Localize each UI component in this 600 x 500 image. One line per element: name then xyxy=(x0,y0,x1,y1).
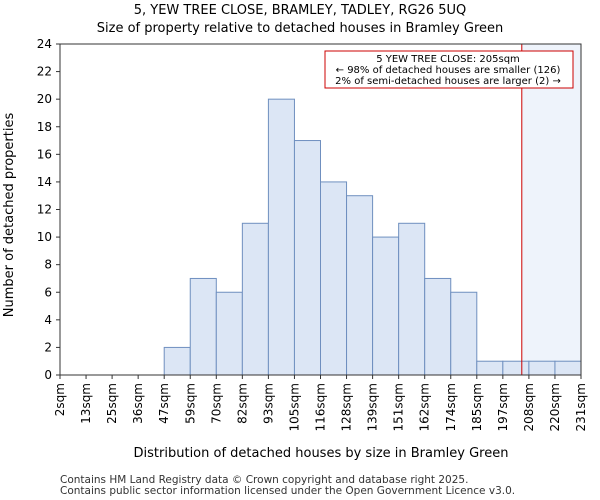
x-tick-label: 105sqm xyxy=(287,383,301,431)
x-tick-label: 185sqm xyxy=(470,383,484,431)
y-tick-label: 4 xyxy=(44,313,52,327)
bar xyxy=(424,277,452,376)
y-tick-label: 14 xyxy=(37,175,52,189)
x-tick-label: 36sqm xyxy=(131,383,145,424)
bar xyxy=(241,222,269,376)
bar xyxy=(215,291,243,376)
highlight-region-layer xyxy=(521,44,581,375)
y-tick-label: 24 xyxy=(37,37,52,51)
bar xyxy=(372,236,400,376)
x-tick-label: 208sqm xyxy=(522,383,536,431)
x-tick-label: 151sqm xyxy=(392,383,406,431)
y-tick-label: 2 xyxy=(44,340,52,354)
bars-layer xyxy=(163,98,582,376)
x-tick-label: 197sqm xyxy=(496,383,510,431)
x-tick-label: 128sqm xyxy=(340,383,354,431)
footer-line-2: Contains public sector information licen… xyxy=(60,485,515,497)
x-tick-label: 70sqm xyxy=(209,383,223,424)
y-tick-label: 18 xyxy=(37,120,52,134)
bar xyxy=(267,98,295,376)
chart-subtitle: Size of property relative to detached ho… xyxy=(97,21,504,36)
bar xyxy=(502,360,530,376)
bar xyxy=(554,360,582,376)
y-tick-label: 0 xyxy=(44,368,52,382)
annotation-line-2: ← 98% of detached houses are smaller (12… xyxy=(336,65,561,76)
annotation-line-1: 5 YEW TREE CLOSE: 205sqm xyxy=(376,54,520,65)
x-tick-label: 59sqm xyxy=(183,383,197,424)
y-tick-label: 10 xyxy=(37,230,52,244)
x-tick-label: 93sqm xyxy=(261,383,275,424)
y-tick-label: 22 xyxy=(37,65,52,79)
x-tick-label: 231sqm xyxy=(574,383,588,431)
bar xyxy=(189,277,217,376)
x-tick-label: 47sqm xyxy=(157,383,171,424)
x-tick-label: 116sqm xyxy=(314,383,328,431)
bar xyxy=(476,360,504,376)
x-tick-label: 2sqm xyxy=(53,383,67,416)
bar xyxy=(528,360,556,376)
bar xyxy=(163,346,191,376)
highlight-region xyxy=(521,44,581,375)
x-tick-label: 25sqm xyxy=(105,383,119,424)
y-tick-label: 12 xyxy=(37,203,52,217)
y-axis-label: Number of detached properties xyxy=(2,113,17,318)
chart-title: 5, YEW TREE CLOSE, BRAMLEY, TADLEY, RG26… xyxy=(134,3,467,18)
x-tick-label: 139sqm xyxy=(366,383,380,431)
bar xyxy=(398,222,426,376)
x-axis-label: Distribution of detached houses by size … xyxy=(134,446,509,461)
y-tick-label: 6 xyxy=(44,285,52,299)
x-tick-label: 13sqm xyxy=(79,383,93,424)
annotation-frame xyxy=(324,50,574,89)
annotation-box: 5 YEW TREE CLOSE: 205sqm ← 98% of detach… xyxy=(324,50,574,89)
x-tick-label: 82sqm xyxy=(235,383,249,424)
bar xyxy=(450,291,478,376)
bar xyxy=(346,195,374,376)
annotation-line-3: 2% of semi-detached houses are larger (2… xyxy=(335,76,561,87)
footer-line-1: Contains HM Land Registry data © Crown c… xyxy=(60,474,468,486)
x-tick-label: 162sqm xyxy=(418,383,432,431)
bar xyxy=(293,140,322,376)
bar xyxy=(320,181,348,376)
x-tick-label: 174sqm xyxy=(444,383,458,431)
y-tick-label: 16 xyxy=(37,147,52,161)
y-tick-label: 8 xyxy=(44,258,52,272)
x-tick-label: 220sqm xyxy=(548,383,562,431)
y-tick-label: 20 xyxy=(37,92,52,106)
